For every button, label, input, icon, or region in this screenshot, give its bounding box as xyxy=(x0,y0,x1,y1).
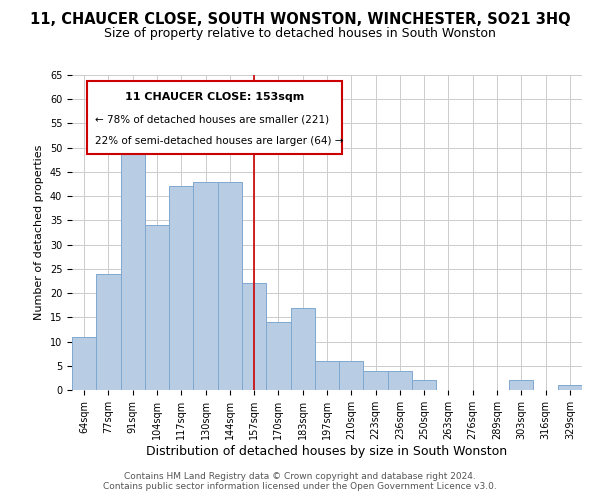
Bar xyxy=(266,322,290,390)
Text: Contains HM Land Registry data © Crown copyright and database right 2024.: Contains HM Land Registry data © Crown c… xyxy=(124,472,476,481)
Text: 11 CHAUCER CLOSE: 153sqm: 11 CHAUCER CLOSE: 153sqm xyxy=(125,92,304,102)
Text: 11, CHAUCER CLOSE, SOUTH WONSTON, WINCHESTER, SO21 3HQ: 11, CHAUCER CLOSE, SOUTH WONSTON, WINCHE… xyxy=(29,12,571,28)
FancyBboxPatch shape xyxy=(88,82,342,154)
Bar xyxy=(290,308,315,390)
Bar xyxy=(169,186,193,390)
X-axis label: Distribution of detached houses by size in South Wonston: Distribution of detached houses by size … xyxy=(146,444,508,458)
Bar xyxy=(412,380,436,390)
Text: Contains public sector information licensed under the Open Government Licence v3: Contains public sector information licen… xyxy=(103,482,497,491)
Bar xyxy=(218,182,242,390)
Bar xyxy=(558,385,582,390)
Bar xyxy=(96,274,121,390)
Y-axis label: Number of detached properties: Number of detached properties xyxy=(34,145,44,320)
Bar xyxy=(315,361,339,390)
Bar xyxy=(388,370,412,390)
Bar xyxy=(339,361,364,390)
Bar xyxy=(72,336,96,390)
Bar xyxy=(121,128,145,390)
Bar xyxy=(242,284,266,390)
Text: 22% of semi-detached houses are larger (64) →: 22% of semi-detached houses are larger (… xyxy=(95,136,343,146)
Bar xyxy=(509,380,533,390)
Bar xyxy=(145,225,169,390)
Bar xyxy=(364,370,388,390)
Bar xyxy=(193,182,218,390)
Text: ← 78% of detached houses are smaller (221): ← 78% of detached houses are smaller (22… xyxy=(95,114,329,124)
Text: Size of property relative to detached houses in South Wonston: Size of property relative to detached ho… xyxy=(104,28,496,40)
